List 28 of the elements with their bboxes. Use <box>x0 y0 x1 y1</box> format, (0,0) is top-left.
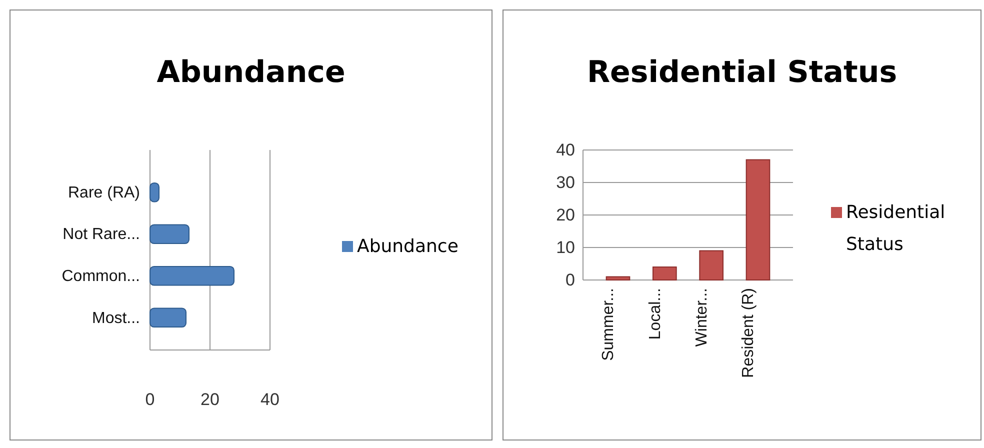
bar <box>150 182 160 202</box>
bar <box>699 250 724 280</box>
chart-title: Residential Status <box>586 55 898 90</box>
x-tick-label: 40 <box>260 390 280 410</box>
bar <box>150 224 190 244</box>
x-tick-label: Winter... <box>694 288 711 347</box>
bar <box>652 266 677 280</box>
bar <box>606 276 630 280</box>
bar <box>746 159 770 280</box>
bar <box>150 266 234 286</box>
x-tick-label: Resident (R) <box>740 288 758 378</box>
x-tick-label: 0 <box>145 390 155 410</box>
x-tick-label: Local... <box>646 288 664 340</box>
y-tick-label: 10 <box>556 238 575 257</box>
legend-label: Abundance <box>357 236 458 257</box>
y-tick-label: Most... <box>92 310 140 327</box>
y-tick-label: 20 <box>556 205 575 224</box>
chart-title: Abundance <box>156 55 346 90</box>
y-tick-label: Not Rare... <box>62 226 140 244</box>
y-tick-label: Common... <box>62 268 140 285</box>
y-tick-label: 30 <box>556 172 575 192</box>
x-tick-label: Summer... <box>600 288 618 361</box>
bar <box>150 308 186 328</box>
y-tick-label: 40 <box>556 140 575 160</box>
y-tick-label: 0 <box>566 270 575 290</box>
legend-label: Residential Status <box>846 202 946 255</box>
y-tick-label: Rare (RA) <box>68 184 140 202</box>
x-tick-label: 20 <box>200 390 220 410</box>
